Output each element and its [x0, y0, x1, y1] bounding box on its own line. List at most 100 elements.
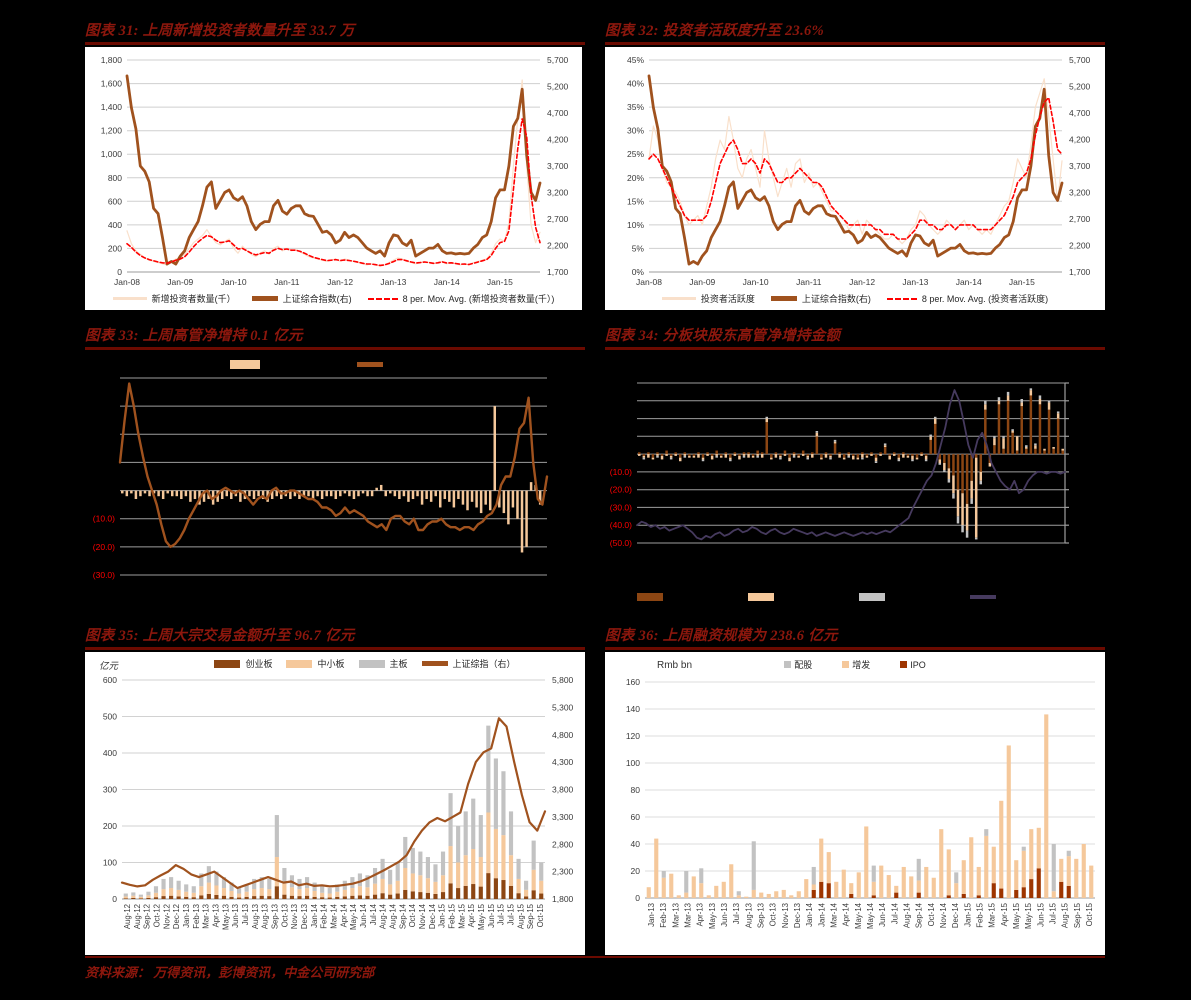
- svg-text:5,700: 5,700: [547, 55, 569, 65]
- svg-text:600: 600: [103, 675, 117, 685]
- chart35-block: 图表 35: 上周大宗交易金额升至 96.7 亿元 0 100 200 300 400 5…: [85, 627, 585, 955]
- svg-text:May-15: May-15: [477, 903, 486, 930]
- svg-text:500: 500: [103, 712, 117, 722]
- legend-label: IPO: [910, 659, 926, 670]
- chart35-unit-label: 亿元: [99, 661, 119, 672]
- svg-text:5,800: 5,800: [552, 675, 574, 685]
- legend-thickline-swatch: [421, 661, 448, 666]
- svg-text:Jan-14: Jan-14: [817, 902, 826, 927]
- legend-item: [357, 362, 388, 367]
- svg-text:3,300: 3,300: [552, 812, 574, 822]
- svg-text:2,800: 2,800: [552, 839, 574, 849]
- svg-text:May-13: May-13: [221, 904, 230, 930]
- chart31-block: 图表 31: 上周新增投资者数量升至 33.7 万 0 200 400 600 800 1…: [85, 22, 585, 310]
- chart36-legend: 配股 增发 IPO: [605, 658, 1105, 671]
- chart34-title-rule: [605, 347, 1105, 350]
- svg-text:5%: 5%: [632, 243, 645, 253]
- svg-text:Jun-15: Jun-15: [487, 903, 496, 928]
- chart35-title: 图表 35: 上周大宗交易金额升至 96.7 亿元: [85, 628, 355, 644]
- legend-label: 主板: [389, 659, 408, 669]
- legend-label: 增发: [852, 660, 871, 670]
- svg-text:4,700: 4,700: [547, 108, 569, 118]
- legend-label: 新增投资者数量(千）: [151, 294, 236, 304]
- svg-text:1,400: 1,400: [101, 102, 123, 112]
- svg-text:4,800: 4,800: [552, 730, 574, 740]
- svg-text:Jan-13: Jan-13: [380, 277, 406, 287]
- source-note: 资料来源： 万得资讯，彭博资讯，中金公司研究部: [85, 965, 375, 980]
- svg-text:Jun-15: Jun-15: [1036, 902, 1045, 927]
- svg-text:Jan-15: Jan-15: [1009, 277, 1035, 287]
- legend-item: [230, 360, 265, 369]
- svg-text:Mar-15: Mar-15: [988, 902, 997, 927]
- svg-text:1,800: 1,800: [552, 894, 574, 904]
- svg-text:Jan-13: Jan-13: [902, 277, 928, 287]
- legend-line-swatch: [112, 297, 147, 300]
- svg-text:(20.0): (20.0): [93, 542, 115, 552]
- svg-text:Sep-15: Sep-15: [526, 903, 535, 929]
- legend-item: 上证综合指数(右): [770, 292, 871, 305]
- svg-text:20: 20: [631, 866, 641, 876]
- svg-text:Oct-14: Oct-14: [408, 903, 417, 927]
- legend-item: [970, 594, 1001, 600]
- svg-text:Apr-13: Apr-13: [696, 903, 705, 926]
- svg-text:Jun-13: Jun-13: [231, 904, 240, 928]
- legend-box-swatch: [859, 593, 885, 601]
- svg-text:Dec-12: Dec-12: [172, 904, 181, 929]
- svg-text:Feb-13: Feb-13: [659, 903, 668, 928]
- svg-text:Jan-11: Jan-11: [796, 277, 822, 287]
- svg-text:Mar-13: Mar-13: [684, 903, 693, 928]
- chart34-plot: (10.0) (20.0) (30.0) (40.0) (50.0): [610, 382, 1069, 548]
- svg-text:140: 140: [626, 704, 640, 714]
- svg-text:5,700: 5,700: [1069, 55, 1091, 65]
- chart36-panel: 0 20 40 60 80 100 120 140 160 Jan-13 Feb-13 Mar-13 M…: [605, 652, 1105, 955]
- svg-text:3,200: 3,200: [547, 188, 569, 198]
- svg-text:Jan-09: Jan-09: [167, 277, 193, 287]
- svg-text:Apr-15: Apr-15: [467, 903, 476, 927]
- chart31-title-rule: [85, 42, 585, 45]
- legend-label: 上证综合指数(右): [282, 294, 352, 304]
- svg-text:Apr-14: Apr-14: [339, 903, 348, 927]
- svg-text:Jul-15: Jul-15: [497, 903, 506, 925]
- legend-label: 投资者活跃度: [700, 294, 755, 304]
- svg-text:Jul-13: Jul-13: [241, 904, 250, 925]
- svg-text:Oct-12: Oct-12: [152, 904, 161, 927]
- chart32-plot: 0% 5% 10% 15% 20% 25% 30% 35% 40% 45% 1,700 2,200 2,…: [627, 55, 1091, 287]
- svg-text:20%: 20%: [627, 173, 644, 183]
- svg-text:Jan-08: Jan-08: [114, 277, 140, 287]
- svg-text:(10.0): (10.0): [93, 514, 115, 524]
- chart35-title-rule: [85, 647, 585, 650]
- svg-text:5,200: 5,200: [547, 82, 569, 92]
- svg-text:300: 300: [103, 785, 117, 795]
- svg-text:Mar-14: Mar-14: [330, 903, 339, 928]
- svg-text:160: 160: [626, 677, 640, 687]
- svg-text:Apr-14: Apr-14: [842, 902, 851, 926]
- legend-label: 创业板: [245, 659, 273, 669]
- legend-box-swatch: [358, 659, 385, 668]
- svg-text:Feb-13: Feb-13: [192, 904, 201, 929]
- svg-text:4,300: 4,300: [552, 757, 574, 767]
- svg-text:3,700: 3,700: [1069, 161, 1091, 171]
- svg-text:1,000: 1,000: [101, 149, 123, 159]
- svg-text:Aug-13: Aug-13: [744, 903, 753, 928]
- svg-text:May-14: May-14: [866, 902, 875, 929]
- svg-text:Jul-13: Jul-13: [732, 903, 741, 924]
- svg-text:100: 100: [626, 758, 640, 768]
- chart36-title: 图表 36: 上周融资规模为 238.6 亿元: [605, 628, 838, 644]
- svg-text:2,200: 2,200: [1069, 241, 1091, 251]
- legend-thickline-swatch: [970, 594, 996, 600]
- chart35-panel: 0 100 200 300 400 500 600 1,800 2,300 2,800 3,300 3…: [85, 652, 585, 955]
- svg-text:1,800: 1,800: [101, 55, 123, 65]
- svg-text:Mar-13: Mar-13: [671, 903, 680, 928]
- svg-text:Jan-15: Jan-15: [438, 903, 447, 928]
- chart31-legend: 新增投资者数量(千） 上证综合指数(右) 8 per. Mov. Avg. (新增投…: [85, 292, 582, 305]
- svg-text:3,700: 3,700: [547, 161, 569, 171]
- chart32-title-rule: [605, 42, 1105, 45]
- legend-item: [748, 593, 779, 601]
- chart32-legend: 投资者活跃度 上证综合指数(右) 8 per. Mov. Avg. (投资者活跃度): [605, 292, 1105, 305]
- chart35-legend: 创业板 中小板 主板 上证综指（右）: [85, 657, 585, 670]
- chart32-title: 图表 32: 投资者活跃度升至 23.6%: [605, 23, 824, 39]
- svg-text:35%: 35%: [627, 102, 644, 112]
- svg-text:30%: 30%: [627, 126, 644, 136]
- svg-text:Nov-14: Nov-14: [418, 903, 427, 929]
- svg-text:Mar-14: Mar-14: [830, 902, 839, 927]
